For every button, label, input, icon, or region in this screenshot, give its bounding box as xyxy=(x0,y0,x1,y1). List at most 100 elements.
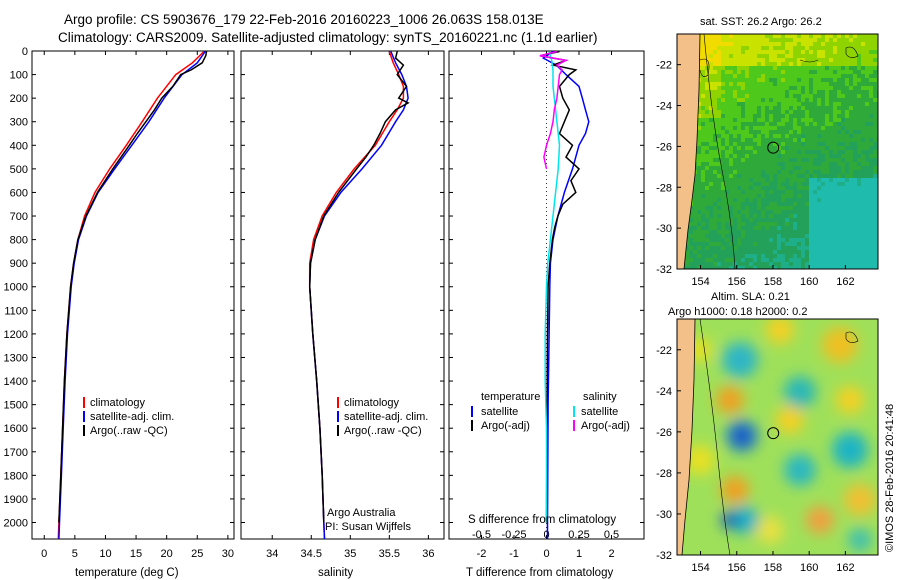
x-tick-label: 10 xyxy=(99,548,111,560)
series-satellite-adj-clim xyxy=(58,51,206,539)
series-argo-raw-qc xyxy=(308,51,410,523)
lon-tick-label: 154 xyxy=(691,562,709,574)
x-tick-label: 2 xyxy=(608,548,614,560)
x-tick-label: 35.5 xyxy=(379,548,400,560)
lon-tick-label: 158 xyxy=(764,562,782,574)
legend-argo: Argo(..raw -QC) xyxy=(344,425,422,437)
x-tick-label: 20 xyxy=(161,548,173,560)
legend-s-satellite: satellite xyxy=(581,406,618,418)
depth-tick-label: 2000 xyxy=(4,517,28,529)
depth-tick-label: 700 xyxy=(10,211,28,223)
depth-tick-label: 400 xyxy=(10,140,28,152)
lon-tick-label: 162 xyxy=(836,276,854,288)
x-tick-label: 34.5 xyxy=(301,548,322,560)
legend-argo: Argo(..raw -QC) xyxy=(90,425,168,437)
lat-tick-label: -24 xyxy=(656,386,672,398)
depth-tick-label: 0 xyxy=(22,46,28,58)
lat-tick-label: -22 xyxy=(656,345,672,357)
x-tick-label: 25 xyxy=(191,548,203,560)
argo-australia-label: Argo Australia xyxy=(327,507,396,519)
salinity-axis-label: salinity xyxy=(318,567,353,579)
lat-tick-label: -32 xyxy=(656,264,672,276)
depth-tick-label: 1800 xyxy=(4,470,28,482)
temperature-axis-label: temperature (deg C) xyxy=(75,567,179,579)
temperature-panel: 0 5 10 15 20 25 300100200300400500600700800900… xyxy=(4,46,235,560)
lon-tick-label: 154 xyxy=(691,276,709,288)
lat-tick-label: -24 xyxy=(656,101,672,113)
lat-tick-label: -26 xyxy=(656,427,672,439)
temperature-legend: climatology satellite-adj. clim. Argo(..… xyxy=(83,397,174,437)
x-tick-label: 30 xyxy=(222,548,234,560)
depth-tick-label: 200 xyxy=(10,93,28,105)
s-tick-label: 0.5 xyxy=(604,529,619,541)
series-climatology xyxy=(57,51,205,539)
pi-label: PI: Susan Wijffels xyxy=(325,521,411,533)
depth-tick-label: 300 xyxy=(10,117,28,129)
sla-map-subtitle: Argo h1000: 0.18 h2000: 0.2 xyxy=(668,306,807,318)
lon-tick-label: 156 xyxy=(728,562,746,574)
legend-t-argo: Argo(-adj) xyxy=(481,420,530,432)
lon-tick-label: 156 xyxy=(728,276,746,288)
x-tick-label: -1 xyxy=(509,548,519,560)
legend-satellite-adj: satellite-adj. clim. xyxy=(90,411,174,423)
depth-tick-label: 100 xyxy=(10,70,28,82)
s-difference-axis-label: S difference from climatology xyxy=(468,514,616,526)
salinity-legend: climatology satellite-adj. clim. Argo(..… xyxy=(337,397,428,437)
legend-t-satellite: satellite xyxy=(481,406,518,418)
depth-tick-label: 1000 xyxy=(4,282,28,294)
legend-satellite-adj: satellite-adj. clim. xyxy=(344,411,428,423)
credit-text: ©IMOS 28-Feb-2016 20:41:48 xyxy=(884,404,896,552)
depth-tick-label: 600 xyxy=(10,187,28,199)
lat-tick-label: -26 xyxy=(656,141,672,153)
x-tick-label: 1 xyxy=(576,548,582,560)
sst-map-coastline xyxy=(677,34,859,269)
lat-tick-label: -32 xyxy=(656,550,672,562)
series-satellite-adj-clim xyxy=(308,51,409,539)
x-tick-label: 36 xyxy=(422,548,434,560)
sla-map: Altim. SLA: 0.21 Argo h1000: 0.18 h2000:… xyxy=(656,291,879,574)
legend-climatology: climatology xyxy=(90,397,146,409)
legend-climatology: climatology xyxy=(344,397,400,409)
depth-tick-label: 1600 xyxy=(4,423,28,435)
x-tick-label: 5 xyxy=(72,548,78,560)
sst-map: sat. SST: 26.2 Argo: 26.2 154 156 158 160 16… xyxy=(656,16,879,288)
series-argo-raw-qc xyxy=(58,51,208,523)
s-tick-label: 0.25 xyxy=(568,529,589,541)
legend-s-argo: Argo(-adj) xyxy=(581,420,630,432)
s-tick-label: -0.5 xyxy=(472,529,491,541)
x-tick-label: -2 xyxy=(477,548,487,560)
lon-tick-label: 160 xyxy=(800,276,818,288)
depth-tick-label: 1200 xyxy=(4,329,28,341)
legend-temperature-heading: temperature xyxy=(481,391,540,403)
depth-tick-label: 1300 xyxy=(4,352,28,364)
depth-tick-label: 1500 xyxy=(4,400,28,412)
argo-location-marker xyxy=(767,141,780,154)
lon-tick-label: 158 xyxy=(764,276,782,288)
depth-tick-label: 1100 xyxy=(4,305,28,317)
x-tick-label: 15 xyxy=(130,548,142,560)
lon-tick-label: 162 xyxy=(836,562,854,574)
salinity-panel: 34 34.5 35 35.5 36 xyxy=(240,50,445,560)
depth-tick-label: 1700 xyxy=(4,447,28,459)
series-climatology xyxy=(308,51,405,539)
difference-legend: temperature satellite Argo(-adj) salinit… xyxy=(471,391,630,432)
lat-tick-label: -22 xyxy=(656,60,672,72)
figure-title: Argo profile: CS 5903676_179 22-Feb-2016… xyxy=(64,12,544,27)
series-s-argo-adj xyxy=(539,51,569,170)
x-tick-label: 0 xyxy=(41,548,47,560)
figure-subtitle: Climatology: CARS2009. Satellite-adjuste… xyxy=(58,30,598,45)
argo-location-marker xyxy=(767,427,780,440)
depth-tick-label: 500 xyxy=(10,164,28,176)
series-t-satellite xyxy=(541,51,590,539)
sst-map-title: sat. SST: 26.2 Argo: 26.2 xyxy=(700,16,822,28)
sla-map-title: Altim. SLA: 0.21 xyxy=(711,291,790,303)
depth-tick-label: 1900 xyxy=(4,494,28,506)
t-difference-axis-label: T difference from climatology xyxy=(466,567,613,579)
lat-tick-label: -30 xyxy=(656,223,672,235)
lat-tick-label: -28 xyxy=(656,468,672,480)
depth-tick-label: 900 xyxy=(10,258,28,270)
lat-tick-label: -30 xyxy=(656,509,672,521)
lat-tick-label: -28 xyxy=(656,182,672,194)
